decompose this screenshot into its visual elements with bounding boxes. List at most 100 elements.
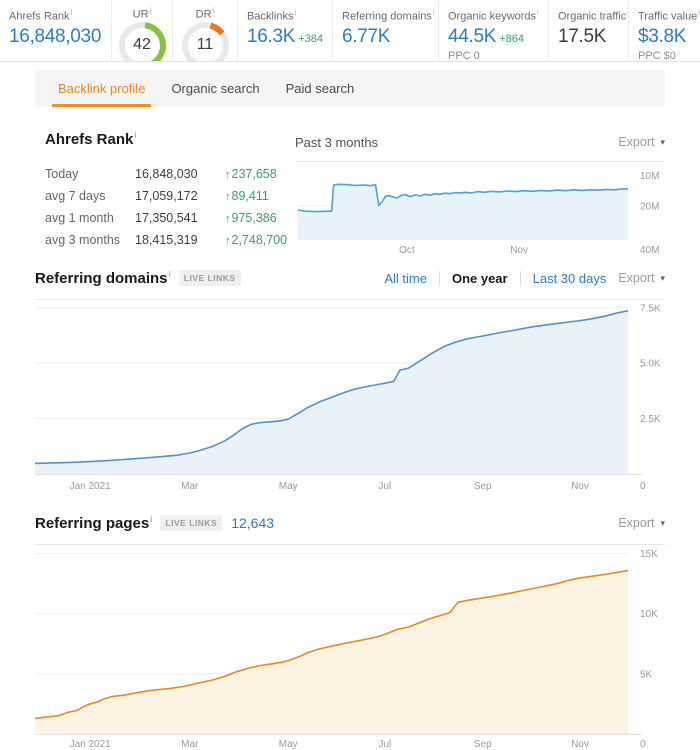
svg-text:May: May (279, 739, 298, 749)
info-icon[interactable]: i (168, 269, 171, 279)
organic-keywords-delta: +864 (499, 32, 524, 45)
live-links-badge: LIVE LINKS (178, 270, 241, 286)
info-icon[interactable]: i (537, 8, 539, 17)
top-stat-bar: Ahrefs Ranki 16,848,030 URi 42 DRi 11 Ba… (0, 0, 700, 62)
range-divider (519, 271, 521, 285)
ahrefs-rank-value: 16,848,030 (9, 25, 102, 47)
stat-organic-traffic: Organic traffici 17.5K (549, 0, 629, 61)
tab-paid-search[interactable]: Paid search (285, 81, 355, 96)
stat-traffic-value: Traffic valuei $3.8K PPC $0 (629, 0, 700, 61)
backlinks-delta: +384 (298, 32, 323, 45)
backlinks-value: 16.3K (247, 25, 296, 47)
svg-text:0: 0 (640, 481, 646, 492)
svg-text:40M: 40M (640, 245, 659, 255)
svg-text:7.5K: 7.5K (640, 303, 661, 314)
svg-text:5K: 5K (640, 669, 653, 680)
svg-text:Jul: Jul (378, 739, 391, 749)
rank-row-1month: avg 1 month 17,350,541 ↑975,386 (45, 211, 277, 225)
svg-text:Jan 2021: Jan 2021 (70, 481, 112, 492)
ppc-value: PPC $0 (638, 49, 676, 61)
ur-value: 42 (133, 36, 151, 54)
info-icon[interactable]: i (150, 514, 153, 524)
stat-backlinks: Backlinksi 16.3K +384 (238, 0, 333, 61)
traffic-value-value: $3.8K (638, 25, 687, 47)
up-arrow-icon: ↑ (225, 191, 231, 203)
svg-text:Mar: Mar (181, 739, 199, 749)
stat-label: Referring domains (342, 10, 432, 23)
info-icon[interactable]: i (432, 8, 435, 17)
stat-label: DR (195, 8, 212, 21)
info-icon[interactable]: i (294, 8, 297, 17)
info-icon[interactable]: i (149, 6, 152, 15)
info-icon[interactable]: i (212, 6, 215, 15)
svg-text:5.0K: 5.0K (640, 359, 661, 370)
up-arrow-icon: ↑ (225, 235, 231, 247)
range-one-year[interactable]: One year (451, 270, 508, 286)
stat-label: Traffic value (638, 10, 698, 23)
stat-label: Organic keywords (448, 10, 537, 23)
domains-export-button[interactable]: Export ▾ (618, 271, 665, 285)
pages-export-button[interactable]: Export ▾ (618, 516, 665, 530)
stat-label: Backlinks (247, 10, 294, 23)
ahrefs-rank-section: Ahrefs Ranki Today 16,848,030 ↑237,658 a… (0, 131, 700, 255)
svg-text:Nov: Nov (510, 245, 528, 255)
organic-keywords-value: 44.5K (448, 25, 497, 47)
stat-ahrefs-rank: Ahrefs Ranki 16,848,030 (0, 0, 112, 61)
svg-text:Nov: Nov (571, 481, 589, 492)
svg-text:15K: 15K (640, 549, 658, 560)
svg-text:10M: 10M (640, 171, 659, 182)
tab-organic-search[interactable]: Organic search (171, 81, 260, 96)
referring-pages-count[interactable]: 12,643 (231, 515, 275, 531)
svg-text:2.5K: 2.5K (640, 414, 661, 425)
stat-referring-domains: Referring domainsi 6.77K (333, 0, 439, 61)
organic-traffic-value: 17.5K (558, 25, 607, 47)
info-icon[interactable]: i (698, 8, 700, 17)
info-icon[interactable]: i (70, 8, 73, 17)
rank-stats-table: Today 16,848,030 ↑237,658 avg 7 days 17,… (45, 163, 295, 251)
referring-pages-section: Referring pagesi LIVE LINKS 12,643 Expor… (0, 510, 700, 749)
referring-domains-chart[interactable]: 7.5K 5.0K 2.5K 0 Jan 2021 Mar May Jul Sep Nov (35, 299, 665, 496)
ahrefs-rank-chart[interactable]: 10M 20M 40M Oct Nov (295, 157, 665, 255)
rank-row-7days: avg 7 days 17,059,172 ↑89,411 (45, 189, 269, 203)
svg-text:10K: 10K (640, 609, 658, 620)
tab-backlink-profile[interactable]: Backlink profile (45, 70, 158, 107)
stat-organic-keywords: Organic keywordsi 44.5K +864 PPC 0 (439, 0, 549, 61)
referring-domains-section: Referring domainsi LIVE LINKS All time O… (0, 265, 700, 496)
rank-chart-period-label: Past 3 months (295, 134, 379, 150)
stat-label: UR (132, 8, 149, 21)
range-all-time[interactable]: All time (384, 270, 427, 286)
ur-gauge: 42 (118, 21, 166, 61)
dr-value: 11 (196, 36, 214, 54)
referring-pages-chart[interactable]: 15K 10K 5K 0 Jan 2021 Mar May Jul Sep Nov (35, 544, 665, 749)
pages-section-title: Referring pages (35, 514, 150, 532)
caret-down-icon: ▾ (660, 136, 665, 147)
dr-gauge: 11 (181, 21, 229, 61)
up-arrow-icon: ↑ (225, 169, 231, 181)
info-icon[interactable]: i (627, 8, 629, 17)
domains-section-title: Referring domains (35, 269, 168, 287)
stat-label: Organic traffic (558, 10, 627, 23)
up-arrow-icon: ↑ (225, 213, 231, 225)
caret-down-icon: ▾ (660, 272, 665, 283)
svg-text:May: May (279, 481, 298, 492)
tab-bar: Backlink profile Organic search Paid sea… (35, 70, 665, 107)
svg-text:Oct: Oct (399, 245, 415, 255)
rank-row-3months: avg 3 months 18,415,319 ↑2,748,700 (45, 233, 288, 247)
range-last-30-days[interactable]: Last 30 days (532, 270, 607, 286)
svg-text:Jan 2021: Jan 2021 (70, 739, 112, 749)
live-links-badge: LIVE LINKS (160, 515, 223, 531)
svg-text:20M: 20M (640, 202, 659, 213)
stat-label: Ahrefs Rank (9, 10, 70, 23)
svg-text:Nov: Nov (571, 739, 589, 749)
stat-ur: URi 42 (112, 0, 173, 61)
svg-text:Sep: Sep (474, 739, 492, 749)
rank-export-button[interactable]: Export ▾ (618, 135, 665, 149)
range-divider (438, 271, 440, 285)
rank-row-today: Today 16,848,030 ↑237,658 (45, 167, 277, 181)
svg-text:Sep: Sep (474, 481, 492, 492)
rank-section-title: Ahrefs Rank (45, 131, 134, 148)
stat-dr: DRi 11 (173, 0, 238, 61)
svg-text:0: 0 (640, 739, 646, 749)
time-range-selector: All time One year Last 30 days Export ▾ (372, 271, 665, 286)
info-icon[interactable]: i (134, 131, 137, 140)
